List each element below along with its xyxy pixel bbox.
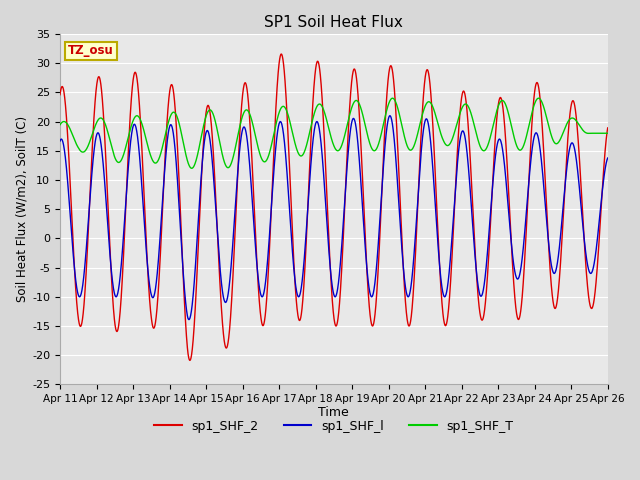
Title: SP1 Soil Heat Flux: SP1 Soil Heat Flux bbox=[264, 15, 403, 30]
sp1_SHF_l bbox=[286, 217, 294, 223]
X-axis label: Time: Time bbox=[319, 406, 349, 419]
sp1_SHF_2 bbox=[287, 184, 294, 190]
Legend: sp1_SHF_2, sp1_SHF_l, sp1_SHF_T: sp1_SHF_2, sp1_SHF_l, sp1_SHF_T bbox=[149, 415, 518, 438]
sp1_SHF_l bbox=[185, 317, 193, 323]
sp1_SHF_2 bbox=[560, 202, 568, 208]
sp1_SHF_T bbox=[388, 96, 396, 101]
sp1_SHF_l bbox=[588, 270, 595, 276]
sp1_SHF_T bbox=[291, 139, 298, 144]
sp1_SHF_T bbox=[286, 120, 294, 126]
sp1_SHF_l bbox=[454, 153, 462, 158]
sp1_SHF_l bbox=[560, 196, 568, 202]
sp1_SHF_2 bbox=[291, 276, 299, 281]
Line: sp1_SHF_2: sp1_SHF_2 bbox=[60, 54, 608, 360]
sp1_SHF_T bbox=[188, 166, 196, 171]
sp1_SHF_2 bbox=[604, 125, 612, 131]
sp1_SHF_2 bbox=[186, 358, 194, 363]
Y-axis label: Soil Heat Flux (W/m2), SoilT (C): Soil Heat Flux (W/m2), SoilT (C) bbox=[15, 116, 28, 302]
Line: sp1_SHF_T: sp1_SHF_T bbox=[60, 98, 608, 168]
sp1_SHF_l bbox=[291, 274, 298, 280]
sp1_SHF_T bbox=[317, 101, 324, 107]
sp1_SHF_2 bbox=[56, 92, 64, 97]
sp1_SHF_2 bbox=[317, 74, 324, 80]
sp1_SHF_l bbox=[317, 134, 324, 140]
sp1_SHF_2 bbox=[278, 51, 285, 57]
sp1_SHF_l bbox=[604, 155, 612, 161]
sp1_SHF_l bbox=[386, 113, 394, 119]
Line: sp1_SHF_l: sp1_SHF_l bbox=[60, 116, 608, 320]
sp1_SHF_T bbox=[604, 131, 612, 136]
sp1_SHF_T bbox=[560, 128, 568, 134]
sp1_SHF_T bbox=[56, 122, 64, 128]
sp1_SHF_l bbox=[56, 138, 64, 144]
sp1_SHF_T bbox=[588, 131, 595, 136]
sp1_SHF_2 bbox=[454, 136, 462, 142]
sp1_SHF_2 bbox=[588, 305, 595, 311]
Text: TZ_osu: TZ_osu bbox=[68, 45, 114, 58]
sp1_SHF_T bbox=[454, 117, 462, 122]
